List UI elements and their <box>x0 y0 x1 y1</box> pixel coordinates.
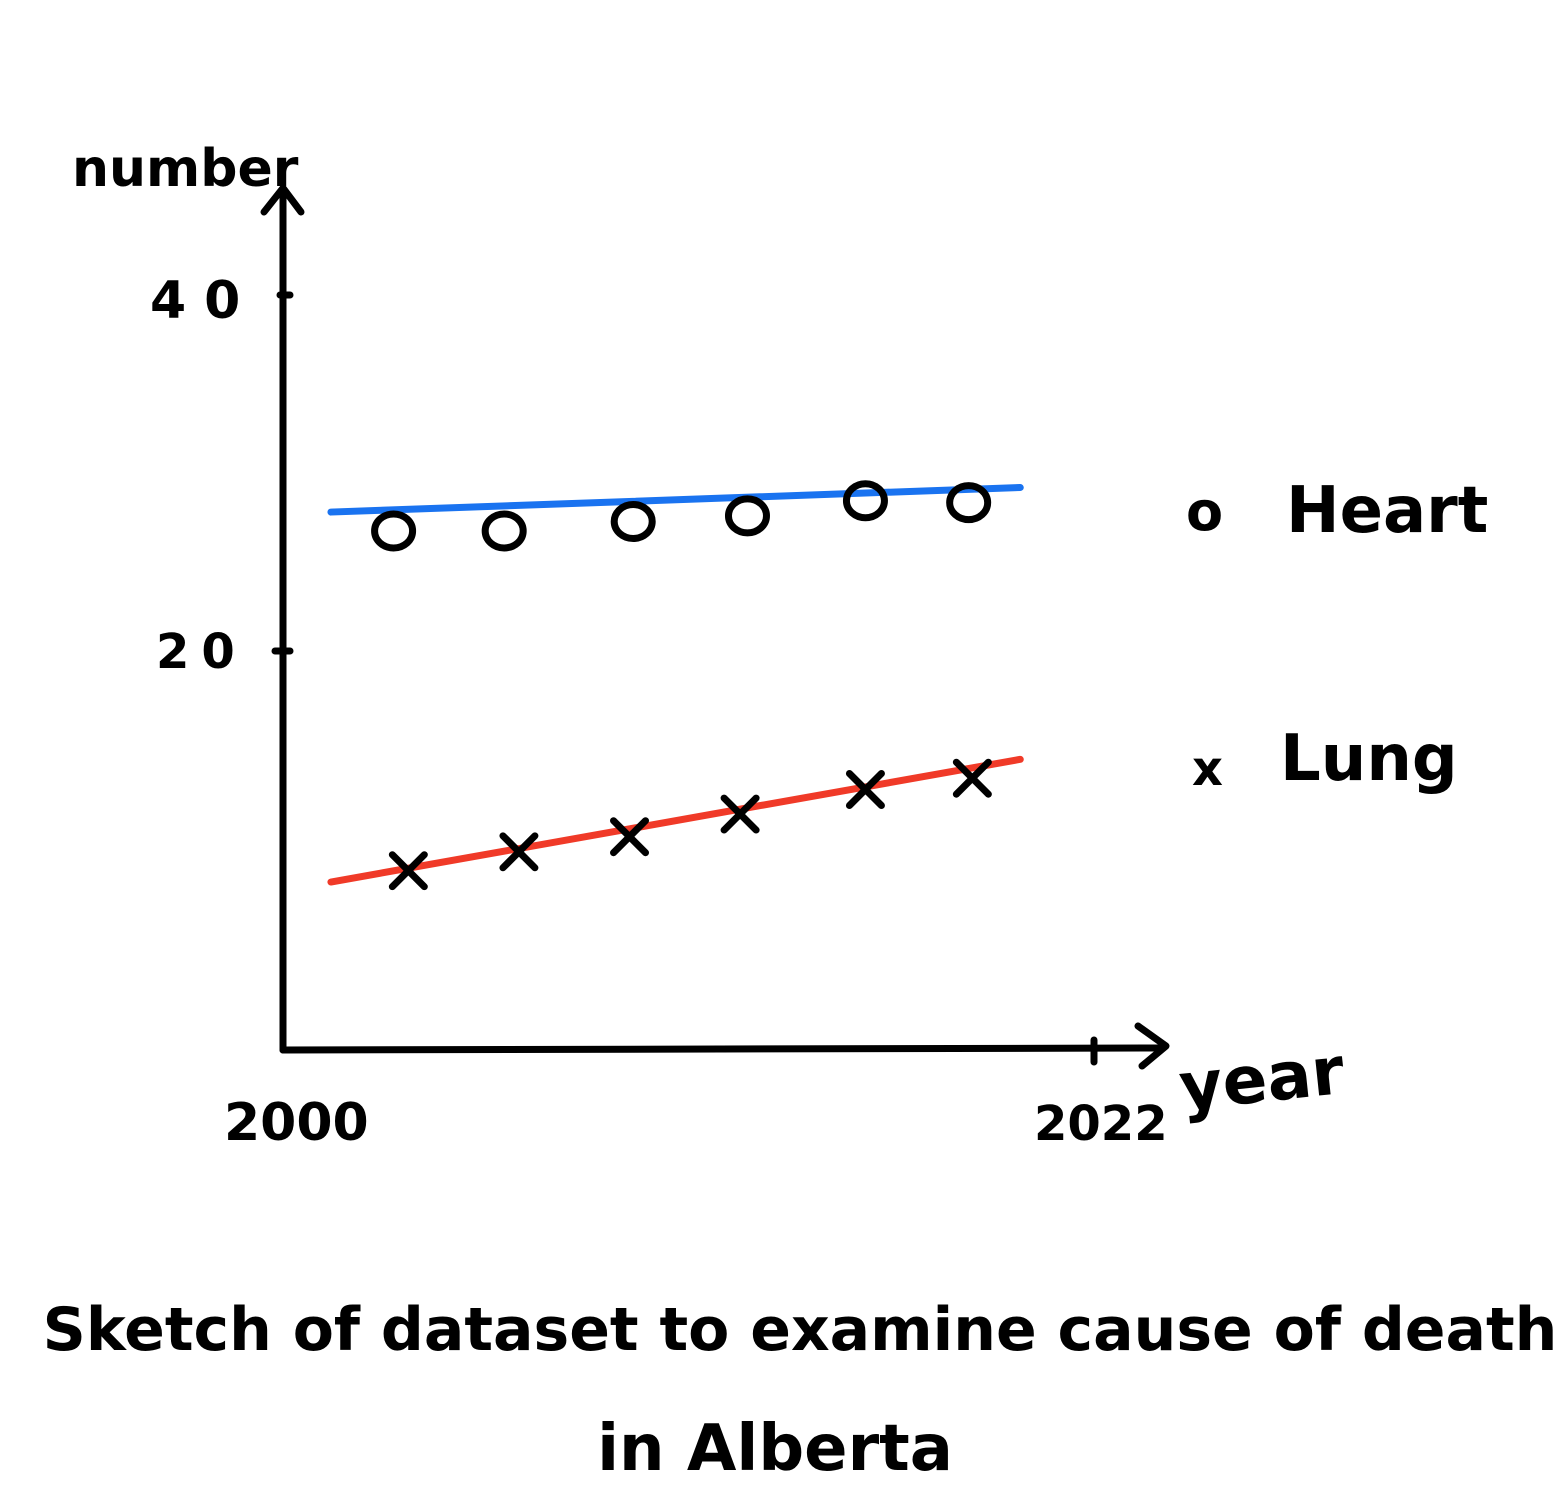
x-axis-arrowhead <box>1134 1022 1170 1070</box>
heart-point <box>610 501 656 542</box>
heart-trend-line <box>327 484 1024 516</box>
y-axis-label: number <box>72 139 299 199</box>
heart-point <box>371 510 417 552</box>
chart-title: Sketch of dataset to examine cause of de… <box>43 1295 1558 1365</box>
data-markers <box>371 480 992 891</box>
x-axis <box>279 1044 1162 1054</box>
heart-point <box>481 510 527 552</box>
y-tick-label-40: 40 <box>150 271 258 331</box>
x-axis-label: year <box>1176 1032 1348 1126</box>
lung-point <box>388 851 428 891</box>
lung-point <box>610 817 650 857</box>
heart-point <box>724 495 770 537</box>
lung-point <box>845 770 885 810</box>
x-tick-label-2000: 2000 <box>224 1093 369 1153</box>
legend-heart-marker: o <box>1186 480 1223 543</box>
chart-title-line2: in Alberta <box>597 1412 953 1486</box>
legend: o Heart x Lung <box>1186 474 1488 797</box>
y-axis-arrowhead <box>260 184 305 216</box>
lung-point <box>499 832 539 872</box>
legend-lung-label: Lung <box>1280 722 1458 796</box>
trend-lines <box>327 484 1024 886</box>
lung-trend-line <box>327 755 1024 886</box>
x-tick-label-2022: 2022 <box>1034 1096 1168 1152</box>
legend-lung-marker: x <box>1192 741 1223 797</box>
legend-heart-label: Heart <box>1286 474 1488 548</box>
lung-point <box>720 794 760 834</box>
lung-point <box>952 758 992 798</box>
heart-point <box>946 482 992 524</box>
y-tick-label-20: 20 <box>156 624 247 680</box>
heart-point <box>842 480 888 522</box>
